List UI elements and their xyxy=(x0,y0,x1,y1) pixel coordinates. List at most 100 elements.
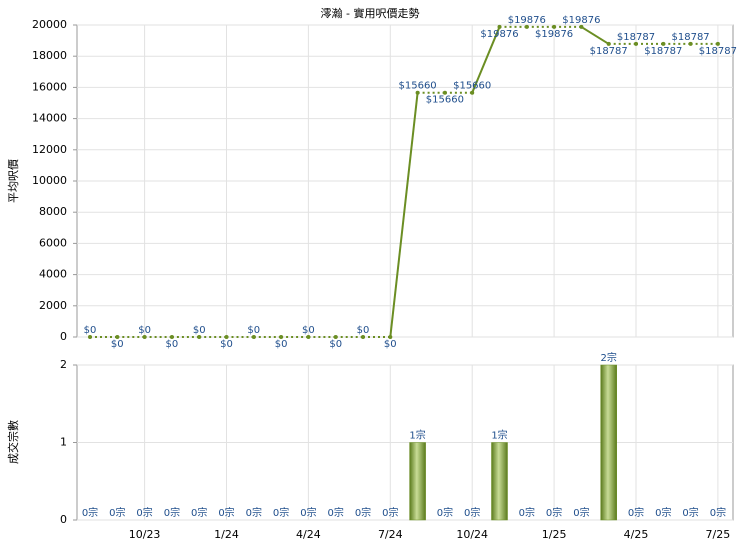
point xyxy=(333,335,338,339)
y-tick-label: 6000 xyxy=(39,236,67,249)
value-label: $15660 xyxy=(426,95,464,106)
value-label: $0 xyxy=(384,339,397,350)
value-label: $18787 xyxy=(644,46,682,57)
value-label: $18787 xyxy=(617,32,655,43)
value-label: $19876 xyxy=(480,29,518,40)
value-label: $15660 xyxy=(453,81,491,92)
value-label: 2宗 xyxy=(601,351,617,364)
x-tick-label: 1/25 xyxy=(542,528,567,541)
value-label: 0宗 xyxy=(519,506,535,519)
y-tick-label: 8000 xyxy=(39,205,67,218)
y-tick-label: 20000 xyxy=(32,18,67,31)
value-label: 0宗 xyxy=(546,506,562,519)
value-label: 1宗 xyxy=(491,429,507,442)
value-label: 0宗 xyxy=(628,506,644,519)
value-label: 0宗 xyxy=(191,506,207,519)
y-tick-label: 16000 xyxy=(32,80,67,93)
value-label: 0宗 xyxy=(710,506,726,519)
x-tick-label: 1/24 xyxy=(214,528,239,541)
point xyxy=(142,335,147,339)
value-label: 0宗 xyxy=(382,506,398,519)
value-label: 0宗 xyxy=(464,506,480,519)
value-label: $0 xyxy=(138,325,151,336)
value-label: $18787 xyxy=(672,32,710,43)
line-segment xyxy=(471,26,501,94)
point xyxy=(552,24,557,29)
value-label: 1宗 xyxy=(409,429,425,442)
value-label: 0宗 xyxy=(136,506,152,519)
value-label: $15660 xyxy=(399,81,437,92)
value-label: $18787 xyxy=(590,46,628,57)
value-label: $0 xyxy=(220,339,233,350)
y-tick-label: 1 xyxy=(60,436,67,449)
line-segment xyxy=(580,26,610,45)
bar xyxy=(491,442,508,521)
bar xyxy=(600,364,617,521)
point xyxy=(579,24,584,29)
x-tick-label: 4/24 xyxy=(296,528,321,541)
y-tick-label: 14000 xyxy=(32,112,67,125)
point xyxy=(415,90,420,95)
point xyxy=(224,335,229,339)
x-tick-label: 7/25 xyxy=(706,528,731,541)
y-tick-label: 10000 xyxy=(32,174,67,187)
y-tick-label: 0 xyxy=(60,330,67,343)
x-tick-label: 10/24 xyxy=(456,528,488,541)
value-label: $0 xyxy=(111,339,124,350)
bar xyxy=(409,442,426,521)
x-tick-label: 7/24 xyxy=(378,528,403,541)
point xyxy=(251,335,256,339)
point xyxy=(688,41,693,46)
value-label: 0宗 xyxy=(246,506,262,519)
point xyxy=(88,335,92,339)
y-axis-label: 平均呎價 xyxy=(6,159,20,203)
x-tick-label: 4/25 xyxy=(624,528,649,541)
value-label: $0 xyxy=(275,339,288,350)
value-label: 0宗 xyxy=(573,506,589,519)
value-label: $0 xyxy=(166,339,179,350)
point xyxy=(361,335,365,339)
value-label: 0宗 xyxy=(109,506,125,519)
value-label: 0宗 xyxy=(355,506,371,519)
value-label: $19876 xyxy=(562,15,600,26)
value-label: $0 xyxy=(302,325,315,336)
point xyxy=(606,41,611,46)
value-label: 0宗 xyxy=(682,506,698,519)
point xyxy=(115,335,120,339)
value-label: $19876 xyxy=(508,15,546,26)
point xyxy=(634,41,638,46)
value-label: 0宗 xyxy=(437,506,453,519)
value-label: $19876 xyxy=(535,29,573,40)
x-tick-label: 10/23 xyxy=(129,528,161,541)
y-tick-label: 0 xyxy=(60,513,67,526)
value-label: 0宗 xyxy=(655,506,671,519)
chart-title: 澪瀚 - 實用呎價走勢 xyxy=(321,6,420,20)
point xyxy=(715,41,720,46)
point xyxy=(470,90,475,95)
value-label: 0宗 xyxy=(82,506,98,519)
y-tick-label: 4000 xyxy=(39,268,67,281)
point xyxy=(306,335,311,339)
value-label: $0 xyxy=(329,339,342,350)
value-label: 0宗 xyxy=(273,506,289,519)
value-label: $0 xyxy=(247,325,260,336)
value-label: 0宗 xyxy=(218,506,234,519)
value-label: $0 xyxy=(193,325,206,336)
point xyxy=(497,24,502,29)
point xyxy=(524,24,529,29)
y-axis-label: 成交宗數 xyxy=(6,420,20,464)
y-tick-label: 2000 xyxy=(39,299,67,312)
point xyxy=(279,335,284,339)
point xyxy=(442,90,447,95)
y-tick-label: 2 xyxy=(60,358,67,371)
y-tick-label: 18000 xyxy=(32,49,67,62)
value-label: 0宗 xyxy=(164,506,180,519)
value-label: $18787 xyxy=(699,46,737,57)
value-label: 0宗 xyxy=(300,506,316,519)
line-segment xyxy=(389,92,419,338)
value-label: $0 xyxy=(84,325,97,336)
point xyxy=(388,335,393,339)
point xyxy=(169,335,174,339)
point xyxy=(197,335,202,339)
